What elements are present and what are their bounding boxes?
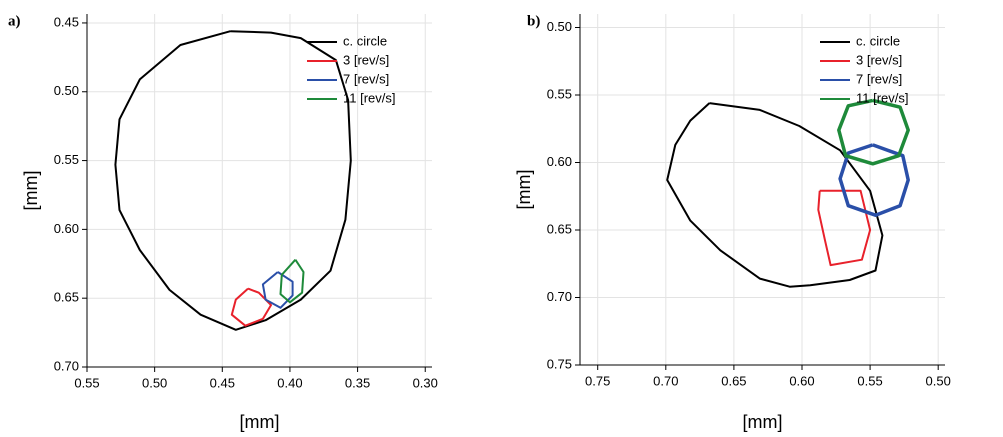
y-axis-label: [mm] [514, 170, 534, 210]
data-line [261, 271, 294, 309]
y-tick-label: 0.50 [54, 83, 79, 98]
x-tick-label: 0.45 [210, 375, 235, 390]
x-tick-label: 0.55 [74, 375, 99, 390]
x-axis-label: [mm] [240, 412, 280, 432]
x-axis-label: [mm] [743, 412, 783, 432]
x-tick-label: 0.40 [277, 375, 302, 390]
y-tick-label: 0.60 [54, 221, 79, 236]
y-tick-label: 0.45 [54, 14, 79, 29]
y-tick-label: 0.60 [547, 154, 572, 169]
x-tick-label: 0.50 [142, 375, 167, 390]
y-tick-label: 0.70 [54, 358, 79, 373]
data-line [838, 143, 910, 217]
x-tick-label: 0.30 [413, 375, 438, 390]
x-tick-label: 0.55 [857, 373, 882, 388]
x-tick-label: 0.65 [721, 373, 746, 388]
legend-label: c. circle [856, 33, 900, 48]
data-line [666, 102, 884, 288]
y-tick-label: 0.70 [547, 289, 572, 304]
data-line [114, 30, 352, 331]
legend-label: c. circle [343, 33, 387, 48]
x-tick-label: 0.50 [926, 373, 951, 388]
panel-label: a) [8, 13, 21, 29]
data-line [230, 287, 272, 327]
y-tick-label: 0.55 [54, 152, 79, 167]
y-tick-label: 0.75 [547, 356, 572, 371]
legend-label: 3 [rev/s] [856, 52, 902, 67]
y-tick-label: 0.65 [547, 221, 572, 236]
x-tick-label: 0.75 [585, 373, 610, 388]
y-tick-label: 0.55 [547, 86, 572, 101]
panel-label: b) [527, 13, 540, 29]
data-line [817, 189, 872, 267]
legend-label: 11 [rev/s] [343, 90, 396, 105]
y-tick-label: 0.65 [54, 290, 79, 305]
y-axis-label: [mm] [21, 171, 41, 211]
data-line [837, 98, 910, 166]
legend-label: 7 [rev/s] [343, 71, 389, 86]
legend-label: 11 [rev/s] [856, 90, 909, 105]
x-tick-label: 0.70 [653, 373, 678, 388]
y-tick-label: 0.50 [547, 19, 572, 34]
x-tick-label: 0.60 [789, 373, 814, 388]
x-tick-label: 0.35 [345, 375, 370, 390]
data-line [279, 259, 305, 304]
legend-label: 3 [rev/s] [343, 52, 389, 67]
legend-label: 7 [rev/s] [856, 71, 902, 86]
